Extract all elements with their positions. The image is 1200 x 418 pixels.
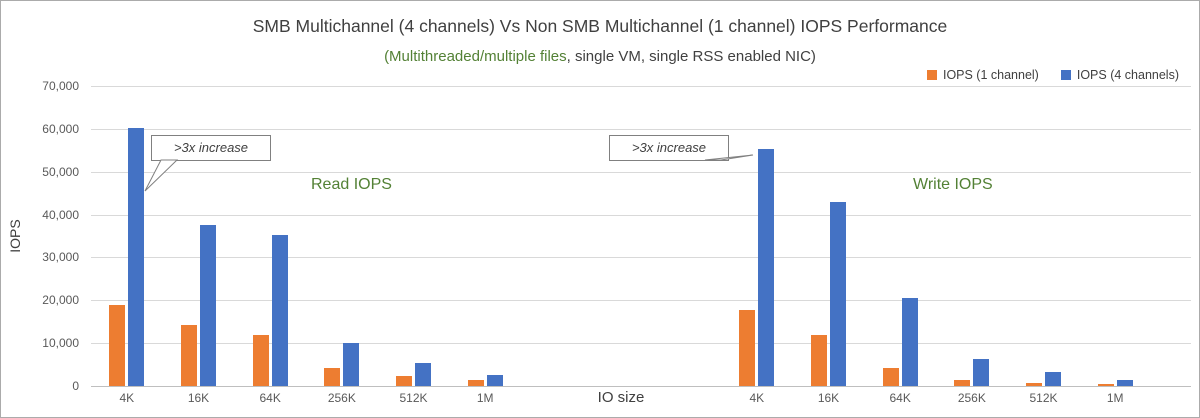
bar-pair-read-1m — [449, 86, 521, 386]
chart-subtitle: (Multithreaded/multiple files, single VM… — [1, 48, 1199, 65]
x-tick-label-write-1m: 1M — [1106, 391, 1124, 405]
bar-pair-read-512k — [378, 86, 450, 386]
gridline — [91, 300, 1191, 302]
bar-write-4k-1ch — [739, 310, 756, 386]
gridline — [91, 343, 1191, 345]
bar-write-4k-4ch — [758, 149, 775, 386]
x-tick-label-write-16k: 16K — [817, 391, 840, 405]
x-tick-label-write-64k: 64K — [889, 391, 911, 405]
y-tick-labels: 0 10,000 20,000 30,000 40,000 50,000 60,000 70,… — [1, 79, 85, 393]
legend: IOPS (1 channel) IOPS (4 channels) — [926, 68, 1179, 82]
gridline — [91, 257, 1191, 259]
x-tick-label-read-16k: 16K — [187, 391, 210, 405]
gridline — [91, 386, 1191, 387]
bar-read-256k-1ch — [324, 368, 341, 386]
bar-read-64k-1ch — [252, 335, 269, 386]
x-tick-label-read-256k: 256K — [327, 391, 356, 405]
bar-read-16k-1ch — [181, 325, 197, 386]
x-tick-label-read-1m: 1M — [476, 391, 494, 405]
bar-read-512k-4ch — [415, 363, 432, 386]
read-group — [91, 86, 521, 386]
gridline — [91, 171, 1191, 173]
subtitle-rest: , single VM, single RSS enabled NIC) — [566, 48, 816, 65]
x-tick-label-read-64k: 64K — [259, 391, 281, 405]
legend-swatch-icon — [926, 70, 937, 80]
gridlines — [91, 86, 1191, 387]
y-tick-label: 70,000 — [42, 79, 79, 93]
read-group-label: Read IOPS — [311, 176, 392, 193]
chart-title: SMB Multichannel (4 channels) Vs Non SMB… — [252, 16, 948, 36]
legend-item: IOPS (1 channel) — [926, 68, 1039, 82]
bar-pair-write-256k — [936, 86, 1008, 386]
bar-write-16k-1ch — [811, 335, 827, 386]
group-spacer — [521, 86, 721, 386]
x-axis-title: IO size — [597, 389, 645, 406]
legend-swatch-icon — [1060, 70, 1071, 80]
x-tick-label-read-512k: 512K — [399, 391, 428, 405]
bar-write-1m-4ch — [1116, 380, 1133, 386]
x-axis-labels: 4K 16K 64K 256K 512K 1M IO size 4K 16K 64K 256K 5… — [91, 389, 1191, 406]
bar-pair-read-256k — [306, 86, 378, 386]
bar-pair-write-1m — [1079, 86, 1151, 386]
y-tick-label: 30,000 — [42, 250, 79, 265]
write-group-label: Write IOPS — [913, 176, 993, 193]
bar-write-256k-4ch — [973, 359, 990, 386]
bar-read-64k-4ch — [271, 235, 288, 386]
x-tick-label-read-4k: 4K — [119, 391, 135, 405]
y-tick-label: 50,000 — [42, 164, 79, 179]
bar-read-4k-1ch — [109, 305, 126, 386]
bar-write-512k-1ch — [1026, 383, 1043, 386]
bar-write-256k-1ch — [954, 380, 971, 386]
bar-pair-read-16k — [163, 86, 235, 386]
bar-read-1m-1ch — [467, 380, 484, 386]
annotation-read-callout: >3x increase — [151, 135, 271, 161]
subtitle-highlight: (Multithreaded/multiple files — [384, 48, 567, 65]
gridline — [91, 128, 1191, 130]
bar-groups — [91, 86, 1191, 386]
bar-read-4k-4ch — [128, 128, 145, 386]
legend-label: IOPS (4 channels) — [1076, 68, 1179, 82]
bar-read-512k-1ch — [396, 376, 413, 386]
legend-item: IOPS (4 channels) — [1060, 68, 1179, 82]
bar-write-64k-1ch — [882, 368, 899, 386]
write-x-labels: 4K 16K 64K 256K 512K 1M — [721, 391, 1151, 406]
y-tick-label: 60,000 — [42, 121, 79, 136]
bar-pair-write-16k — [793, 86, 865, 386]
bar-pair-write-4k — [721, 86, 793, 386]
bar-read-16k-4ch — [200, 225, 216, 386]
x-tick-label-write-4k: 4K — [749, 391, 765, 405]
y-tick-label: 10,000 — [42, 336, 79, 351]
bar-pair-read-4k — [91, 86, 163, 386]
right-padding — [1151, 86, 1191, 386]
bar-write-512k-4ch — [1045, 372, 1062, 386]
y-tick-label: 0 — [72, 379, 79, 393]
plot-area — [91, 86, 1191, 387]
bar-read-1m-4ch — [486, 375, 503, 386]
x-tick-label-write-512k: 512K — [1029, 391, 1058, 405]
annotation-write-callout: >3x increase — [609, 135, 729, 161]
gridline — [91, 214, 1191, 216]
bar-read-256k-4ch — [343, 343, 360, 386]
y-tick-label: 40,000 — [42, 207, 79, 222]
write-group — [721, 86, 1151, 386]
bar-pair-write-64k — [864, 86, 936, 386]
gridline — [91, 86, 1191, 87]
read-x-labels: 4K 16K 64K 256K 512K 1M — [91, 391, 521, 406]
x-tick-label-write-256k: 256K — [957, 391, 986, 405]
bar-write-1m-1ch — [1097, 384, 1114, 386]
legend-label: IOPS (1 channel) — [942, 68, 1039, 82]
bar-write-16k-4ch — [830, 202, 846, 386]
bar-pair-write-512k — [1008, 86, 1080, 386]
bar-pair-read-64k — [234, 86, 306, 386]
y-tick-label: 20,000 — [42, 293, 79, 308]
bar-write-64k-4ch — [901, 298, 918, 386]
